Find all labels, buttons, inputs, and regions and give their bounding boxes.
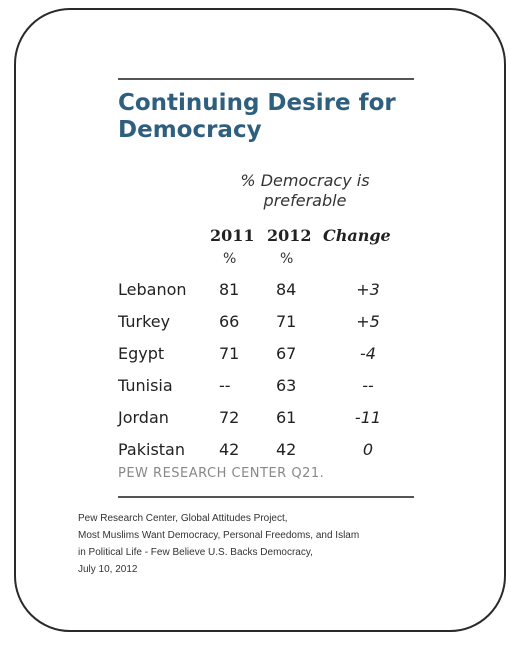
row-value-change: +3 <box>356 280 380 299</box>
row-value-2012: 42 <box>276 440 297 459</box>
top-rule <box>118 78 414 80</box>
row-value-2012: 71 <box>276 312 297 331</box>
row-value-2011: 81 <box>219 280 240 299</box>
row-value-2011: 71 <box>219 344 240 363</box>
row-country-label: Egypt <box>118 344 165 363</box>
row-value-2011: 66 <box>219 312 240 331</box>
row-country-label: Turkey <box>118 312 171 331</box>
citation: Pew Research Center, Global Attitudes Pr… <box>78 510 478 578</box>
row-value-2012: 84 <box>276 280 297 299</box>
column-header-change: Change <box>323 226 391 245</box>
row-value-2011: 72 <box>219 408 240 427</box>
column-header-2011: 2011 <box>210 226 255 245</box>
row-country-label: Lebanon <box>118 280 187 299</box>
chart-subtitle: % Democracy is preferable <box>240 171 370 210</box>
column-header-2012: 2012 <box>267 226 312 245</box>
source-note: PEW RESEARCH CENTER Q21. <box>118 466 325 481</box>
bottom-rule <box>118 496 414 498</box>
citation-line: in Political Life - Few Believe U.S. Bac… <box>78 547 313 558</box>
row-value-2012: 67 <box>276 344 297 363</box>
row-value-change: 0 <box>362 440 374 459</box>
chart-title: Continuing Desire for Democracy <box>118 90 396 143</box>
row-country-label: Tunisia <box>118 376 173 395</box>
row-value-2012: 61 <box>276 408 297 427</box>
rounded-frame <box>14 8 506 632</box>
citation-line: Pew Research Center, Global Attitudes Pr… <box>78 513 288 524</box>
row-value-change: -11 <box>354 408 382 427</box>
row-value-change: -- <box>362 376 374 395</box>
row-value-2011: 42 <box>219 440 240 459</box>
row-value-change: -4 <box>360 344 376 363</box>
row-value-2011: -- <box>219 376 231 395</box>
citation-line: July 10, 2012 <box>78 564 138 575</box>
row-value-2012: 63 <box>276 376 297 395</box>
row-value-change: +5 <box>356 312 380 331</box>
column-unit-2011: % <box>223 251 237 267</box>
row-country-label: Pakistan <box>118 440 185 459</box>
citation-line: Most Muslims Want Democracy, Personal Fr… <box>78 530 360 541</box>
row-country-label: Jordan <box>118 408 169 427</box>
column-unit-2012: % <box>280 251 294 267</box>
